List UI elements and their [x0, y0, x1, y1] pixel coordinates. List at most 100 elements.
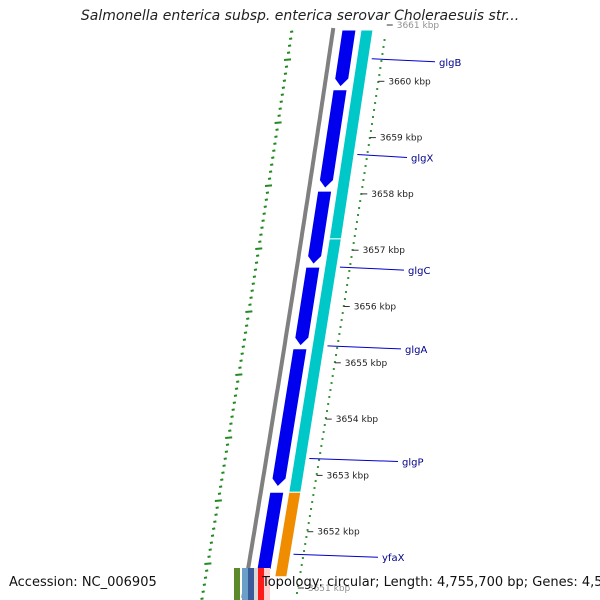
gc-skew-mark [288, 37, 293, 40]
gc-skew-mark [262, 212, 266, 215]
gc-skew-mark [230, 415, 234, 418]
gc-skew-mark [271, 156, 275, 159]
forward-cds-block-5 [271, 348, 308, 488]
accession-label: Accession: NC_006905 [9, 575, 157, 590]
gc-skew-mark [274, 121, 282, 124]
gc-skew-mark [241, 345, 246, 348]
gc-skew-mark [279, 100, 283, 103]
gc-skew-mark [233, 394, 238, 397]
gc-skew-mark [210, 534, 215, 537]
gc-skew-mark [204, 562, 212, 565]
forward-cds-block-4 [294, 266, 321, 347]
gc-skew-mark [283, 58, 292, 61]
gc-skew-mark [235, 373, 243, 376]
gc-skew-mark [290, 30, 294, 33]
bottom-feature-bar-1 [234, 568, 240, 600]
gc-skew-mark [261, 219, 265, 222]
backbone-track [241, 27, 336, 599]
gc-skew-mark [236, 380, 240, 383]
gc-skew-mark [268, 170, 273, 173]
gc-skew-mark [238, 366, 242, 369]
gc-skew-mark [260, 226, 264, 229]
gc-skew-mark [246, 317, 250, 320]
gc-skew-mark [255, 254, 260, 257]
tick-label-8: 3653 kbp [327, 471, 370, 481]
gc-skew-mark [228, 429, 232, 432]
gc-skew-mark [283, 72, 288, 75]
gene-label-yfaX: yfaX [382, 553, 405, 564]
gc-skew-mark [239, 359, 243, 362]
gc-skew-mark [263, 205, 267, 208]
gc-skew-mark [207, 555, 211, 558]
gc-skew-mark [264, 198, 269, 201]
gene-labels: glgB glgX glgC glgA glgP yfaX [293, 58, 461, 564]
orange-feature-block [274, 491, 302, 578]
gene-label-glgX: glgX [411, 153, 433, 164]
gene-label-glgC: glgC [408, 266, 430, 277]
gc-skew-mark [225, 443, 230, 446]
gc-skew-mark [287, 44, 292, 47]
gc-skew-mark [255, 247, 263, 250]
gc-skew-mark [278, 107, 282, 110]
tick-track: 3661 kbp 3660 kbp 3659 kbp 3658 kbp 3657 kbp… [297, 21, 439, 594]
tick-label-5: 3656 kbp [354, 303, 397, 313]
gc-skew-mark [264, 184, 273, 187]
gc-skew-mark [259, 233, 263, 236]
gc-skew-mark [214, 513, 218, 516]
gc-skew-mark [273, 142, 277, 145]
gc-skew-mark [205, 569, 209, 572]
tick-label-7: 3654 kbp [336, 415, 379, 425]
gc-skew-mark [224, 450, 229, 453]
gc-skew-mark [214, 499, 222, 502]
gc-skew-mark [282, 79, 287, 82]
gc-skew-mark [281, 86, 286, 89]
gc-skew-mark [208, 548, 212, 551]
bottom-feature-bar-5 [258, 568, 264, 600]
gc-skew-mark [244, 324, 249, 327]
gc-skew-mark [221, 471, 225, 474]
gc-skew-mark [270, 163, 274, 166]
gene-label-glgP: glgP [402, 458, 424, 469]
gc-skew-mark [212, 527, 216, 530]
gc-skew-mark [250, 289, 254, 292]
gc-skew-mark [218, 485, 223, 488]
bottom-feature-bar-6 [264, 568, 270, 600]
tick-label-6: 3655 kbp [345, 359, 388, 369]
gc-skew-mark [277, 114, 281, 117]
gene-leader-line [327, 345, 402, 350]
gc-skew-mark [222, 464, 226, 467]
gc-skew-mark [254, 261, 259, 264]
gc-skew-mark [243, 331, 248, 334]
gc-skew-mark [248, 303, 252, 306]
gc-skew-mark [213, 520, 217, 523]
forward-cds-block-1 [334, 29, 357, 88]
gene-leader-line [309, 458, 399, 463]
gene-label-glgB: glgB [439, 58, 461, 69]
gc-skew-mark [200, 597, 204, 600]
gc-skew-mark [275, 128, 279, 131]
gc-skew-mark [240, 352, 244, 355]
forward-cds-block-3 [307, 190, 333, 266]
gc-skew-mark [272, 149, 276, 152]
tick-label-4: 3657 kbp [363, 246, 406, 256]
gc-skew-mark [229, 422, 233, 425]
gc-skew-mark [201, 590, 205, 593]
forward-cds-block-2 [318, 89, 348, 190]
gc-skew-mark [274, 135, 278, 138]
gc-skew-mark [252, 275, 257, 278]
gene-label-glgA: glgA [405, 345, 427, 356]
gc-skew-mark [286, 51, 291, 54]
gc-skew-mark [253, 268, 258, 271]
gc-skew-mark [215, 506, 219, 509]
tick-label-10: 3651 kbp [308, 584, 351, 594]
gc-skew-mark [209, 541, 214, 544]
map-title: Salmonella enterica subsp. enterica sero… [80, 8, 520, 24]
gene-leader-line [357, 153, 408, 158]
gc-skew-mark [284, 65, 289, 68]
bottom-feature-bar-3 [248, 568, 254, 600]
gc-skew-mark [249, 296, 253, 299]
gc-skew-mark [265, 191, 270, 194]
tick-label-2: 3659 kbp [380, 134, 423, 144]
gc-skew-mark [267, 177, 272, 180]
